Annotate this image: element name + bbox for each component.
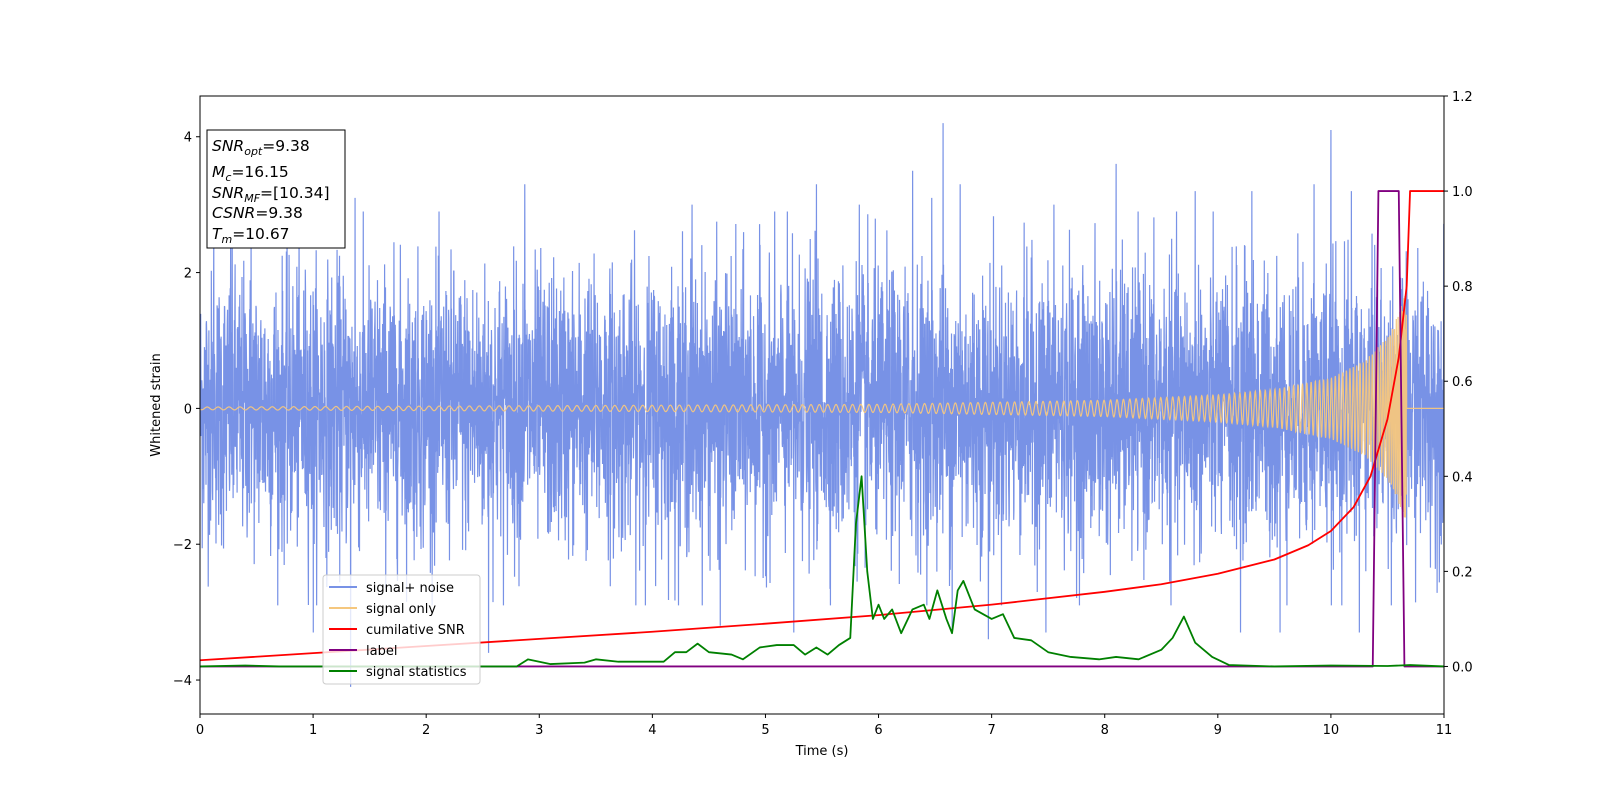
- info-snr-mf-value: =[10.34]: [260, 184, 329, 202]
- info-tm-sub: m: [221, 233, 232, 246]
- x-tick-label: 1: [309, 723, 317, 738]
- info-csnr-main: CSNR: [212, 204, 255, 222]
- y2-tick-label: 0.2: [1452, 565, 1473, 580]
- info-mc-main: M: [212, 163, 225, 181]
- y-tick-label: 0: [184, 402, 192, 417]
- x-tick-label: 10: [1323, 723, 1340, 738]
- info-snr-mf: SNRMF=[10.34]: [212, 184, 330, 205]
- x-tick-label: 6: [874, 723, 882, 738]
- x-tick-label: 9: [1214, 723, 1222, 738]
- legend-label: cumilative SNR: [366, 623, 465, 638]
- x-tick-label: 8: [1101, 723, 1109, 738]
- info-mc: Mc=16.15: [212, 163, 289, 184]
- legend-label: signal statistics: [366, 665, 467, 680]
- x-tick-label: 3: [535, 723, 543, 738]
- y2-tick-label: 0.8: [1452, 280, 1473, 295]
- legend-label: signal only: [366, 602, 436, 617]
- y-tick-label: 4: [184, 131, 192, 146]
- y-tick-label: −2: [173, 538, 192, 553]
- info-snr-opt-value: =9.38: [262, 137, 310, 155]
- info-snr-mf-main: SNR: [212, 184, 244, 202]
- legend: signal+ noise signal only cumilative SNR la…: [323, 575, 480, 684]
- y-tick-label: 2: [184, 267, 192, 282]
- y2-tick-label: 1.0: [1452, 185, 1473, 200]
- y-tick-label: −4: [173, 674, 192, 689]
- info-box: SNRopt=9.38 Mc=16.15 SNRMF=[10.34] CSNR=…: [207, 130, 345, 248]
- x-tick-label: 7: [987, 723, 995, 738]
- legend-label: signal+ noise: [366, 581, 454, 596]
- x-tick-label: 5: [761, 723, 769, 738]
- legend-label: label: [366, 644, 397, 659]
- info-tm-value: =10.67: [232, 225, 289, 243]
- y-axis-label: Whitened strain: [149, 353, 164, 456]
- x-tick-label: 4: [648, 723, 656, 738]
- x-tick-label: 0: [196, 723, 204, 738]
- info-mc-value: =16.15: [231, 163, 288, 181]
- y2-tick-label: 1.2: [1452, 90, 1473, 105]
- y2-tick-label: 0.0: [1452, 660, 1473, 675]
- y2-tick-label: 0.4: [1452, 470, 1473, 485]
- info-snr-opt-main: SNR: [212, 137, 244, 155]
- x-tick-label: 2: [422, 723, 430, 738]
- info-csnr: CSNR=9.38: [212, 204, 303, 222]
- x-tick-label: 11: [1436, 723, 1453, 738]
- info-csnr-value: =9.38: [255, 204, 303, 222]
- y2-tick-label: 0.6: [1452, 375, 1473, 390]
- info-snr-opt-sub: opt: [244, 145, 263, 158]
- x-axis-label: Time (s): [795, 744, 849, 759]
